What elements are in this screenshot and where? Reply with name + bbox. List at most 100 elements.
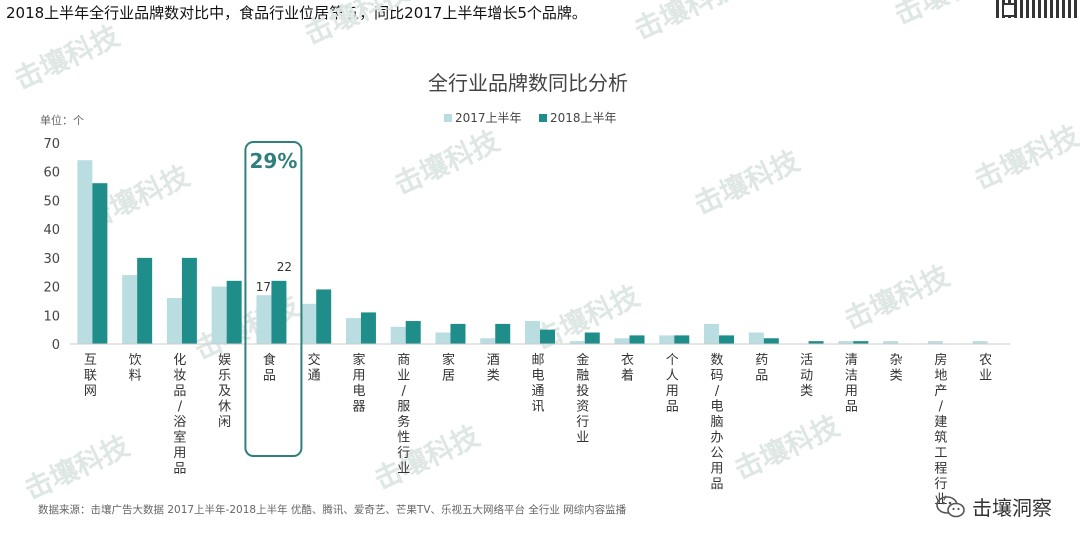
bar-2018 bbox=[181, 257, 197, 344]
bar-2018 bbox=[629, 335, 645, 344]
x-tick-label: 个人用品 bbox=[666, 353, 679, 415]
watermark-text: 击壤科技 bbox=[629, 0, 744, 46]
x-tick-label: 家居 bbox=[442, 352, 455, 384]
bar-2017 bbox=[972, 341, 988, 344]
bar-2017 bbox=[614, 338, 630, 344]
watermark-text: 击壤科技 bbox=[389, 124, 504, 201]
bar-2018 bbox=[808, 341, 824, 344]
legend-swatch bbox=[539, 114, 547, 122]
watermark-text: 击壤科技 bbox=[189, 289, 304, 366]
legend: 2017上半年 2018上半年 bbox=[444, 111, 617, 125]
bar-2017 bbox=[301, 303, 317, 344]
bar-2017 bbox=[659, 335, 675, 344]
bar-2017 bbox=[927, 341, 943, 344]
data-label-2017: 17 bbox=[256, 280, 271, 294]
bar-2018 bbox=[360, 312, 376, 344]
y-tick-label: 70 bbox=[43, 137, 60, 152]
bar-2018 bbox=[405, 321, 421, 344]
bar-2017 bbox=[390, 326, 406, 344]
x-tick-label: 食品 bbox=[263, 352, 276, 384]
x-tick-label: 房地产/建筑工程行业 bbox=[934, 352, 947, 508]
x-tick-label: 酒类 bbox=[487, 353, 500, 384]
watermark-text: 击壤科技 bbox=[969, 119, 1080, 196]
watermark-text: 击壤科技 bbox=[19, 429, 134, 506]
unit-label: 单位：个 bbox=[40, 113, 84, 127]
y-tick-label: 30 bbox=[43, 252, 60, 267]
x-tick-label: 数码/电脑办公用品 bbox=[711, 353, 724, 492]
bar-2017 bbox=[704, 323, 720, 344]
watermark-text: 击壤科技 bbox=[369, 419, 484, 496]
x-tick-label: 邮电通讯 bbox=[531, 353, 544, 415]
x-tick-label: 活动类 bbox=[800, 353, 813, 399]
bar-2017 bbox=[77, 160, 93, 344]
bar-2018 bbox=[674, 335, 690, 344]
bar-2017 bbox=[211, 286, 227, 344]
bar-2017 bbox=[748, 332, 764, 344]
y-axis: 0 10 20 30 40 50 60 70 bbox=[43, 137, 60, 353]
headline: 2018上半年全行业品牌数对比中，食品行业位居第五，同比2017上半年增长5个品… bbox=[6, 4, 587, 22]
y-tick-label: 60 bbox=[43, 166, 60, 181]
watermark-text: 击壤科技 bbox=[689, 144, 804, 221]
bar-2018 bbox=[763, 338, 779, 344]
bar-2018 bbox=[540, 329, 555, 344]
bar-2018 bbox=[450, 323, 466, 344]
chart-title: 全行业品牌数同比分析 bbox=[428, 71, 628, 95]
watermark-text: 击壤科技 bbox=[9, 19, 124, 96]
bar-2017 bbox=[525, 321, 540, 344]
x-tick-label: 饮料 bbox=[129, 353, 142, 384]
x-tick-label: 衣着 bbox=[621, 352, 634, 384]
x-tick-label: 杂类 bbox=[890, 353, 903, 384]
x-tick-label: 家用电器 bbox=[352, 352, 365, 415]
bar-2017 bbox=[838, 341, 854, 344]
bar-2018 bbox=[92, 183, 108, 344]
x-tick-label: 互联网 bbox=[84, 353, 97, 399]
bar-2017 bbox=[883, 341, 899, 344]
bar-2017 bbox=[166, 298, 182, 344]
highlight-box bbox=[244, 141, 303, 457]
watermark-text: 击壤科技 bbox=[729, 409, 844, 486]
x-tick-label: 药品 bbox=[755, 353, 768, 384]
bar-2018 bbox=[853, 341, 869, 344]
bar-2018 bbox=[137, 257, 153, 344]
bar-2018 bbox=[271, 280, 287, 344]
bar-2017 bbox=[435, 332, 451, 344]
data-label-2018: 22 bbox=[277, 260, 292, 274]
annotations: 29% 17 22 bbox=[244, 141, 303, 457]
qr-code-icon bbox=[996, 0, 1080, 18]
y-tick-label: 20 bbox=[43, 281, 60, 296]
x-tick-label: 农业 bbox=[979, 353, 992, 384]
y-tick-label: 0 bbox=[52, 338, 60, 353]
x-tick-label: 金融投资行业 bbox=[576, 352, 589, 446]
bar-2017 bbox=[480, 338, 496, 344]
y-tick-label: 50 bbox=[43, 194, 60, 209]
wechat-icon bbox=[936, 495, 965, 517]
bar-2017 bbox=[569, 341, 585, 344]
legend-label: 2017上半年 bbox=[455, 111, 522, 125]
bars bbox=[77, 160, 988, 344]
data-source-note: 数据来源：击壤广告大数据 2017上半年-2018上半年 优酷、腾讯、爱奇艺、芒… bbox=[38, 504, 627, 516]
bar-2018 bbox=[584, 332, 600, 344]
x-tick-label: 化妆品/浴室用品 bbox=[173, 353, 186, 477]
watermark-text: 击壤科技 bbox=[299, 0, 414, 51]
x-tick-label: 交通 bbox=[308, 352, 321, 384]
brand-badge: 击壤洞察 bbox=[936, 492, 1052, 521]
y-tick-label: 40 bbox=[43, 223, 60, 238]
watermark-text: 击壤科技 bbox=[529, 279, 644, 356]
bar-2017 bbox=[256, 295, 272, 344]
legend-swatch bbox=[444, 114, 452, 122]
bar-2018 bbox=[316, 289, 332, 344]
x-tick-label: 商业/服务性行业 bbox=[397, 353, 410, 477]
bar-2017 bbox=[122, 275, 138, 344]
bar-2017 bbox=[345, 318, 361, 344]
growth-label: 29% bbox=[249, 149, 297, 173]
y-tick-label: 10 bbox=[43, 309, 60, 324]
bar-2018 bbox=[226, 280, 242, 344]
brand-label: 击壤洞察 bbox=[972, 496, 1052, 520]
bar-2018 bbox=[719, 335, 735, 344]
watermark-text: 击壤科技 bbox=[839, 259, 954, 336]
x-tick-label: 清洁用品 bbox=[845, 353, 858, 415]
bar-2018 bbox=[495, 323, 511, 344]
legend-label: 2018上半年 bbox=[550, 111, 617, 125]
